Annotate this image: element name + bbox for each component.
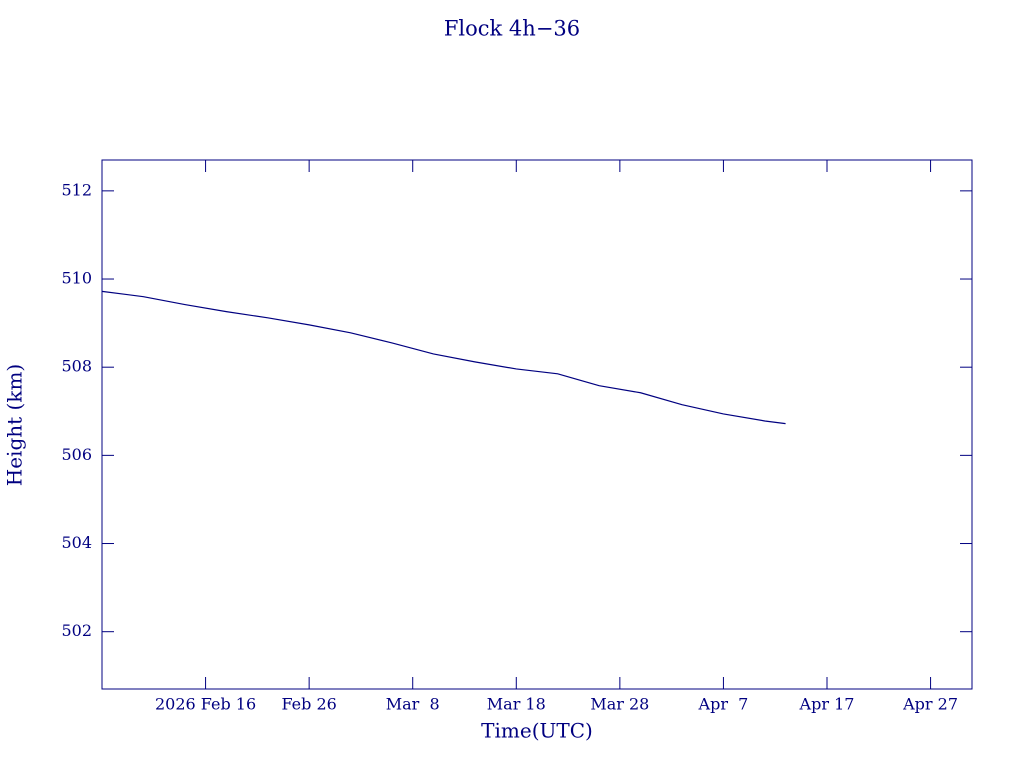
y-axis-label: Height (km) (3, 364, 27, 486)
x-axis-label: Time(UTC) (481, 719, 593, 743)
x-tick-label: Apr 7 (698, 695, 749, 714)
x-tick-label: Mar 8 (386, 695, 440, 714)
x-tick-label: Mar 28 (590, 695, 649, 714)
data-line (101, 290, 786, 425)
y-tick-label: 510 (61, 269, 92, 288)
y-tick-label: 512 (61, 180, 92, 199)
x-tick-label: Mar 18 (487, 695, 546, 714)
y-tick-label: 506 (61, 445, 92, 464)
y-tick-label: 508 (61, 357, 92, 376)
x-tick-label: Apr 27 (902, 695, 958, 714)
x-tick-label: 2026 Feb 16 (155, 695, 256, 714)
x-tick-label: Apr 17 (799, 695, 855, 714)
x-tick-label: Feb 26 (281, 695, 336, 714)
y-tick-label: 502 (61, 621, 92, 640)
chart-title: Flock 4h−36 (444, 17, 580, 41)
y-tick-label: 504 (61, 533, 92, 552)
plot-frame (101, 159, 973, 690)
